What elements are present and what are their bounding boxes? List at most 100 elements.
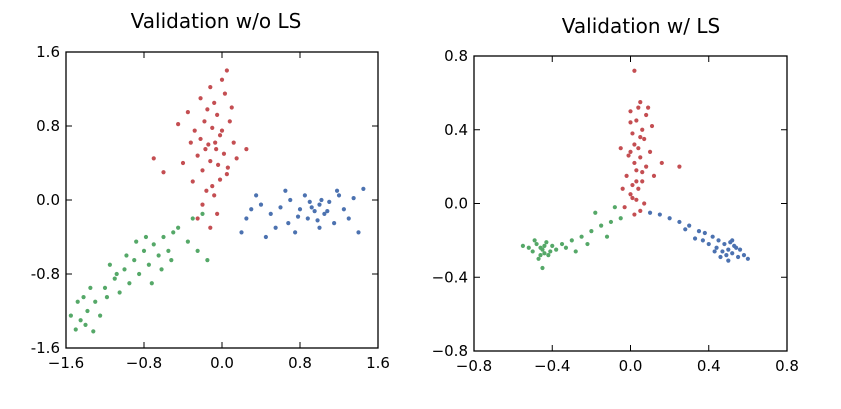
- y-tick-label: -1.6: [31, 339, 60, 357]
- red-point: [229, 105, 234, 110]
- red-point: [200, 168, 205, 173]
- blue-point: [745, 256, 750, 261]
- green-point: [83, 322, 88, 327]
- green-point: [538, 245, 543, 250]
- red-point: [202, 119, 207, 124]
- green-point: [532, 238, 537, 243]
- red-point: [642, 136, 647, 142]
- red-point: [640, 170, 645, 175]
- blue-point: [297, 207, 303, 212]
- blue-point: [322, 211, 327, 216]
- blue-point: [718, 254, 723, 260]
- green-point: [88, 285, 93, 290]
- blue-point: [706, 241, 711, 247]
- red-point: [630, 195, 635, 201]
- red-point: [634, 197, 639, 202]
- green-point: [573, 249, 578, 254]
- green-point: [176, 225, 181, 230]
- red-point: [216, 162, 221, 167]
- red-point: [224, 172, 229, 177]
- red-point: [628, 120, 633, 125]
- blue-point: [683, 227, 688, 232]
- red-point: [221, 151, 227, 156]
- red-point: [626, 153, 631, 158]
- blue-point: [734, 245, 739, 250]
- green-point: [122, 267, 127, 272]
- green-point: [536, 256, 541, 261]
- green-point: [161, 234, 166, 240]
- green-point: [569, 238, 574, 243]
- red-point: [638, 99, 643, 105]
- red-point: [215, 211, 220, 216]
- green-point: [563, 245, 569, 250]
- green-point: [143, 234, 149, 240]
- blue-point: [286, 221, 291, 226]
- green-point: [134, 239, 139, 244]
- red-point: [630, 131, 635, 136]
- blue-point: [714, 245, 719, 250]
- y-tick-label: −0.8: [432, 342, 468, 360]
- green-point: [169, 258, 174, 263]
- blue-point: [317, 225, 322, 230]
- red-point: [644, 112, 649, 118]
- red-point: [224, 68, 229, 73]
- blue-point: [332, 221, 337, 226]
- red-point: [649, 123, 655, 129]
- green-point: [124, 253, 129, 258]
- blue-point: [312, 209, 317, 214]
- x-tick-label: −0.8: [456, 357, 492, 375]
- red-point: [204, 188, 209, 193]
- green-point: [550, 243, 555, 249]
- y-tick-label: 0.0: [36, 191, 60, 209]
- x-tick-label: −0.8: [126, 354, 162, 372]
- y-tick-label: 0.8: [444, 47, 468, 65]
- blue-point: [722, 241, 727, 247]
- chart-title: Validation w/ LS: [562, 14, 720, 38]
- blue-point: [737, 247, 743, 252]
- green-point: [200, 211, 205, 216]
- red-point: [647, 149, 653, 154]
- blue-point: [317, 202, 322, 207]
- green-point: [190, 216, 195, 221]
- green-point: [117, 290, 122, 295]
- green-point: [93, 299, 98, 304]
- red-point: [624, 173, 629, 178]
- blue-point: [288, 197, 293, 203]
- red-point: [659, 160, 664, 166]
- red-point: [219, 77, 225, 82]
- red-point: [632, 142, 637, 147]
- red-point: [185, 110, 190, 115]
- green-point: [75, 299, 80, 304]
- red-point: [161, 170, 166, 175]
- red-point: [677, 164, 682, 169]
- green-point: [604, 234, 610, 239]
- green-point: [542, 251, 547, 256]
- green-point: [520, 243, 526, 249]
- red-point: [651, 173, 657, 178]
- red-point: [244, 147, 249, 152]
- green-point: [85, 308, 90, 314]
- blue-point: [692, 236, 698, 241]
- red-point: [200, 202, 205, 207]
- blue-point: [334, 188, 340, 193]
- red-point: [630, 182, 635, 188]
- green-point: [544, 240, 549, 245]
- x-tick-label: −0.4: [534, 357, 570, 375]
- blue-point: [273, 225, 278, 230]
- green-point: [185, 239, 190, 244]
- green-point: [141, 248, 147, 253]
- green-point: [78, 318, 83, 323]
- green-point: [559, 241, 565, 247]
- green-point: [146, 262, 151, 267]
- red-point: [638, 208, 643, 213]
- red-point: [219, 128, 225, 133]
- red-point: [628, 149, 633, 154]
- blue-point: [657, 212, 662, 217]
- blue-point: [700, 238, 705, 243]
- green-point: [593, 210, 598, 215]
- blue-point: [327, 199, 332, 204]
- red-point: [632, 68, 637, 73]
- red-point: [208, 225, 213, 230]
- red-point: [628, 109, 633, 114]
